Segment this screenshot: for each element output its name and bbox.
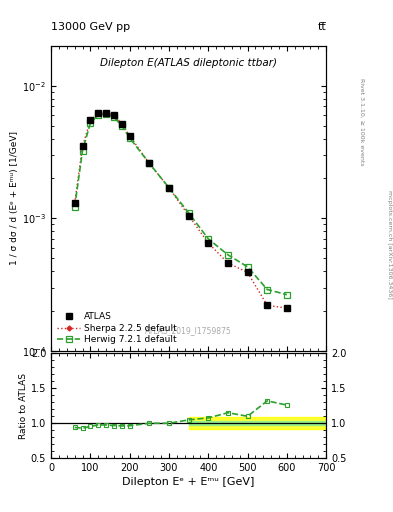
Herwig 7.2.1 default [72,204,77,210]
Sherpa 2.2.5 default [147,160,152,166]
Herwig 7.2.1 default [104,111,108,117]
Herwig 7.2.1 default [147,160,152,166]
ATLAS [112,112,116,118]
Herwig 7.2.1 default [186,210,191,216]
Sherpa 2.2.5 default [245,269,250,275]
Herwig 7.2.1 default [245,264,250,270]
Herwig 7.2.1 default [119,123,124,129]
Sherpa 2.2.5 default [127,133,132,139]
Herwig 7.2.1 default [127,135,132,141]
Sherpa 2.2.5 default [119,120,124,126]
ATLAS [206,240,211,246]
Sherpa 2.2.5 default [265,302,270,308]
Line: Herwig 7.2.1 default: Herwig 7.2.1 default [72,111,290,297]
Sherpa 2.2.5 default [104,110,108,116]
Sherpa 2.2.5 default [226,260,230,266]
Legend: ATLAS, Sherpa 2.2.5 default, Herwig 7.2.1 default: ATLAS, Sherpa 2.2.5 default, Herwig 7.2.… [55,310,178,346]
Herwig 7.2.1 default [167,185,171,191]
ATLAS [147,160,152,166]
Sherpa 2.2.5 default [88,117,93,123]
Sherpa 2.2.5 default [285,305,289,311]
Herwig 7.2.1 default [112,114,116,120]
Sherpa 2.2.5 default [96,111,101,117]
Herwig 7.2.1 default [96,112,101,118]
Line: ATLAS: ATLAS [72,110,290,311]
Y-axis label: 1 / σ dσ / d (Eᵉ + Eᵐᵘ) [1/GeV]: 1 / σ dσ / d (Eᵉ + Eᵐᵘ) [1/GeV] [10,132,19,265]
ATLAS [80,143,85,150]
Y-axis label: Ratio to ATLAS: Ratio to ATLAS [19,373,28,439]
Sherpa 2.2.5 default [72,200,77,206]
Herwig 7.2.1 default [206,236,211,242]
ATLAS [88,117,93,123]
ATLAS [167,185,171,191]
Text: ATLAS_2019_I1759875: ATLAS_2019_I1759875 [145,327,232,335]
ATLAS [186,212,191,219]
Text: mcplots.cern.ch [arXiv:1306.3436]: mcplots.cern.ch [arXiv:1306.3436] [387,190,392,298]
X-axis label: Dilepton Eᵉ + Eᵐᵘ [GeV]: Dilepton Eᵉ + Eᵐᵘ [GeV] [123,477,255,487]
ATLAS [226,260,230,266]
Text: Rivet 3.1.10, ≥ 100k events: Rivet 3.1.10, ≥ 100k events [359,78,364,166]
Line: Sherpa 2.2.5 default: Sherpa 2.2.5 default [73,111,288,310]
ATLAS [127,133,132,139]
Sherpa 2.2.5 default [80,143,85,150]
Text: 13000 GeV pp: 13000 GeV pp [51,22,130,32]
ATLAS [96,111,101,117]
ATLAS [72,200,77,206]
ATLAS [104,110,108,116]
ATLAS [245,269,250,275]
Herwig 7.2.1 default [226,252,230,258]
Sherpa 2.2.5 default [112,112,116,118]
ATLAS [265,302,270,308]
Herwig 7.2.1 default [80,147,85,154]
Sherpa 2.2.5 default [206,240,211,246]
Herwig 7.2.1 default [88,120,93,126]
Herwig 7.2.1 default [265,286,270,292]
ATLAS [285,305,289,311]
Text: Dilepton E(ATLAS dileptonic ttbar): Dilepton E(ATLAS dileptonic ttbar) [100,58,277,68]
Text: tt̅: tt̅ [318,22,326,32]
Sherpa 2.2.5 default [167,185,171,191]
Herwig 7.2.1 default [285,292,289,298]
ATLAS [119,120,124,126]
Sherpa 2.2.5 default [186,212,191,219]
